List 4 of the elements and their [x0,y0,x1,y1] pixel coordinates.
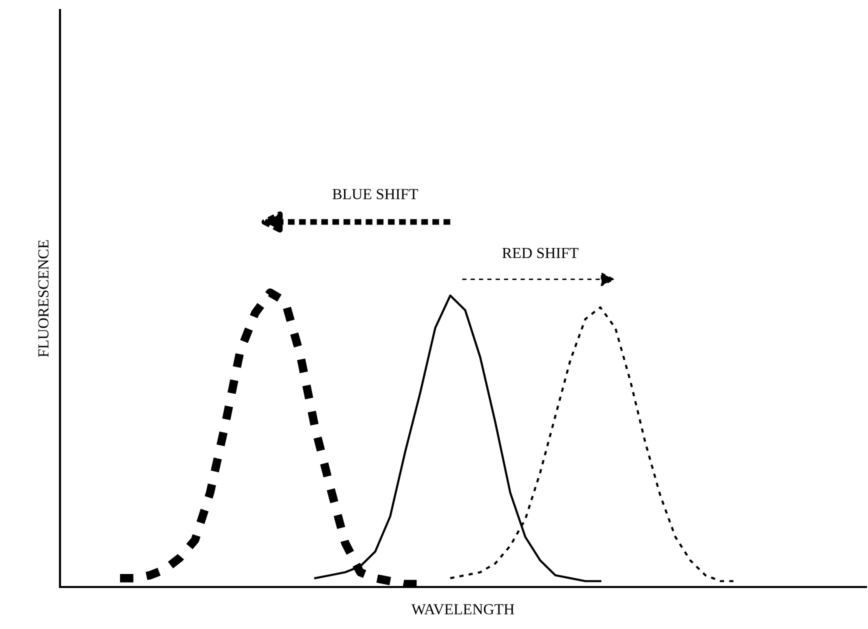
text: RED SHIFT [502,248,578,258]
y-axis-title: FLUORESCENCE [38,240,49,358]
x-axis-title: WAVELENGTH [411,604,514,614]
text: BLUE SHIFT [332,189,418,200]
